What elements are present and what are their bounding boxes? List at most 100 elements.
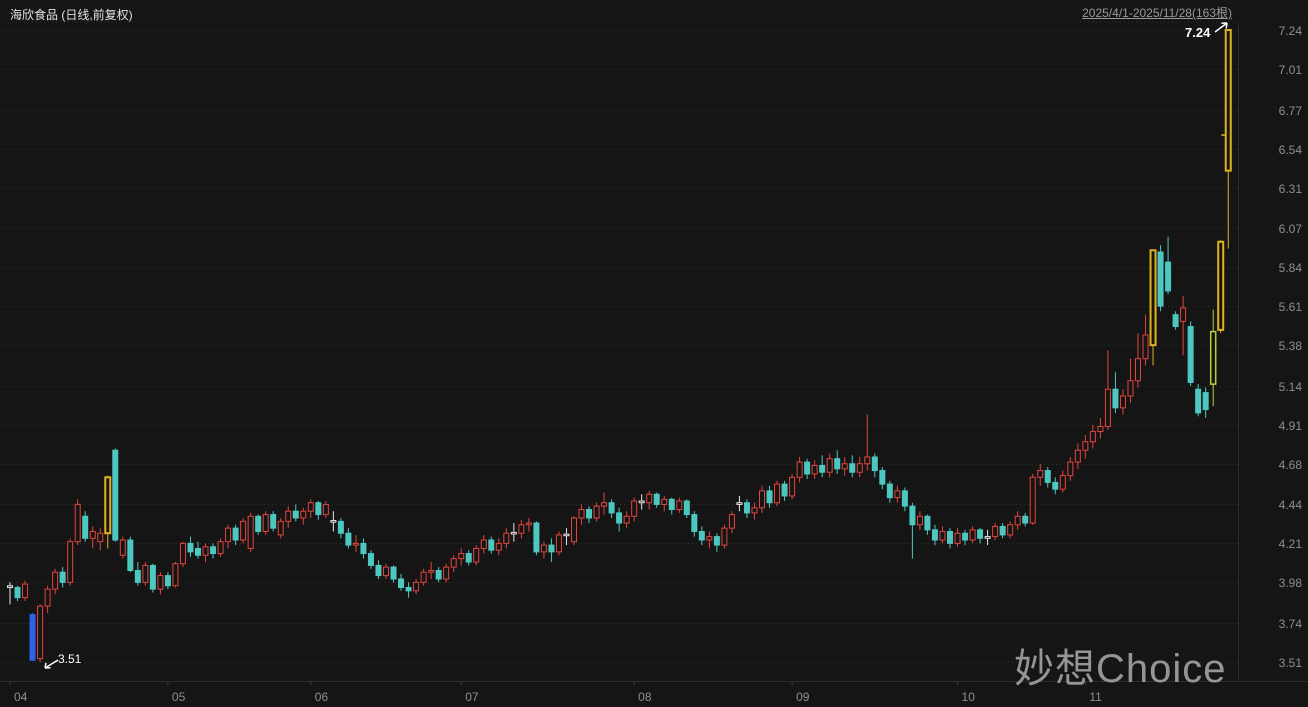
candle xyxy=(999,523,1006,539)
candle xyxy=(616,507,623,532)
candle xyxy=(1135,333,1141,388)
candle xyxy=(766,485,773,508)
candle xyxy=(67,538,74,586)
candle xyxy=(202,543,209,563)
y-axis-label: 4.91 xyxy=(1278,418,1302,433)
candle xyxy=(450,555,457,573)
candle xyxy=(29,612,36,661)
candle xyxy=(796,456,803,483)
candle xyxy=(691,511,698,537)
candle xyxy=(1187,321,1194,386)
candle xyxy=(571,516,577,546)
low-price-annotation: 3.51 xyxy=(58,652,82,666)
candle xyxy=(488,536,495,554)
candle xyxy=(360,538,367,559)
candle xyxy=(14,585,21,602)
candle xyxy=(413,578,420,595)
candle xyxy=(811,460,818,480)
candle xyxy=(728,511,735,534)
y-axis-label: 4.68 xyxy=(1278,457,1302,472)
candle xyxy=(1007,521,1014,539)
candle xyxy=(849,455,856,478)
candle xyxy=(1217,240,1225,334)
candle xyxy=(969,526,976,544)
candle xyxy=(225,524,232,549)
candle xyxy=(879,467,886,490)
candle xyxy=(1221,29,1232,249)
candle xyxy=(1195,384,1202,417)
candle xyxy=(375,560,382,579)
candle xyxy=(721,524,728,549)
candle xyxy=(157,572,164,595)
candle xyxy=(510,523,517,542)
candle xyxy=(698,526,705,546)
y-axis-label: 6.54 xyxy=(1278,142,1302,157)
candle xyxy=(540,541,547,559)
candle xyxy=(240,517,247,544)
y-axis-label: 6.31 xyxy=(1278,181,1302,196)
candle xyxy=(1089,424,1096,449)
candle xyxy=(405,582,412,598)
candle xyxy=(390,565,397,583)
y-axis-label: 3.74 xyxy=(1278,616,1302,631)
candle xyxy=(631,497,638,522)
candle xyxy=(525,517,532,532)
candle xyxy=(533,521,540,556)
candle xyxy=(82,511,89,542)
candle xyxy=(916,511,923,530)
candle xyxy=(819,455,826,478)
candle xyxy=(743,499,750,518)
candle xyxy=(1067,456,1074,481)
candle xyxy=(668,497,675,515)
candle xyxy=(593,502,600,522)
candle xyxy=(683,499,690,518)
candle xyxy=(217,538,224,557)
candle xyxy=(112,448,119,542)
candle xyxy=(142,562,149,586)
candle xyxy=(924,514,931,535)
candle xyxy=(322,501,329,518)
candle xyxy=(89,526,96,549)
candle xyxy=(420,568,427,586)
date-range-link[interactable]: 2025/4/1-2025/11/28(163根) xyxy=(1082,6,1232,20)
candle xyxy=(804,458,811,480)
candle xyxy=(623,511,630,529)
candle xyxy=(713,533,720,552)
candle xyxy=(1014,511,1021,530)
candle xyxy=(1029,473,1036,525)
candle xyxy=(1074,443,1081,469)
candle xyxy=(149,563,156,593)
high-price-annotation: 7.24 xyxy=(1185,25,1211,40)
candle xyxy=(172,562,179,588)
candle xyxy=(473,545,480,566)
x-axis-label: 06 xyxy=(314,690,329,704)
candle xyxy=(586,506,593,524)
candle xyxy=(1104,350,1111,430)
candle xyxy=(909,502,916,559)
candle xyxy=(59,567,66,588)
candle xyxy=(518,519,525,539)
candle xyxy=(826,453,833,478)
y-axis-label: 7.24 xyxy=(1278,23,1302,38)
candle xyxy=(646,490,653,510)
candle xyxy=(1052,477,1059,495)
y-axis-label: 3.98 xyxy=(1278,575,1302,590)
candle xyxy=(97,528,104,551)
candle xyxy=(1157,245,1164,312)
y-axis-label: 4.44 xyxy=(1278,497,1302,512)
arrow-down-left-icon xyxy=(44,659,59,669)
candle xyxy=(901,487,908,512)
candle xyxy=(255,514,262,535)
candle xyxy=(315,501,322,520)
candle xyxy=(300,507,307,525)
candle xyxy=(179,541,186,568)
candle xyxy=(1112,372,1119,413)
candle xyxy=(52,568,59,595)
candle xyxy=(1142,314,1149,366)
candle xyxy=(954,528,961,547)
candle xyxy=(465,550,472,566)
candle xyxy=(992,523,999,541)
candle xyxy=(1180,296,1187,356)
candle xyxy=(277,517,284,539)
